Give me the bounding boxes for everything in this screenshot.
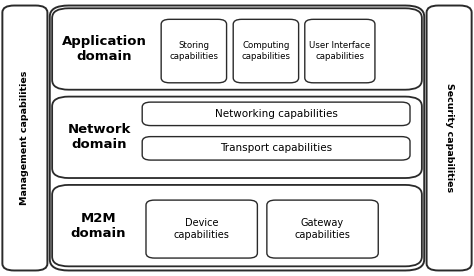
FancyBboxPatch shape (267, 200, 378, 258)
Text: Network
domain: Network domain (68, 123, 131, 152)
FancyBboxPatch shape (305, 19, 375, 83)
Text: Security capabilities: Security capabilities (445, 83, 454, 193)
Text: Management capabilities: Management capabilities (20, 71, 29, 205)
FancyBboxPatch shape (52, 8, 422, 90)
Text: Computing
capabilities: Computing capabilities (241, 41, 291, 61)
FancyBboxPatch shape (142, 102, 410, 126)
Text: User Interface
capabilities: User Interface capabilities (309, 41, 371, 61)
FancyBboxPatch shape (52, 185, 422, 266)
FancyBboxPatch shape (2, 6, 47, 270)
Text: Storing
capabilities: Storing capabilities (169, 41, 219, 61)
Text: Transport capabilities: Transport capabilities (220, 143, 332, 153)
Text: Application
domain: Application domain (62, 35, 147, 63)
FancyBboxPatch shape (146, 200, 257, 258)
FancyBboxPatch shape (233, 19, 299, 83)
Text: M2M
domain: M2M domain (70, 212, 126, 240)
Text: Gateway
capabilities: Gateway capabilities (295, 218, 350, 240)
FancyBboxPatch shape (52, 97, 422, 178)
FancyBboxPatch shape (427, 6, 472, 270)
Text: Networking capabilities: Networking capabilities (215, 109, 337, 119)
FancyBboxPatch shape (161, 19, 227, 83)
FancyBboxPatch shape (50, 6, 424, 270)
Text: Device
capabilities: Device capabilities (174, 218, 229, 240)
FancyBboxPatch shape (142, 137, 410, 160)
